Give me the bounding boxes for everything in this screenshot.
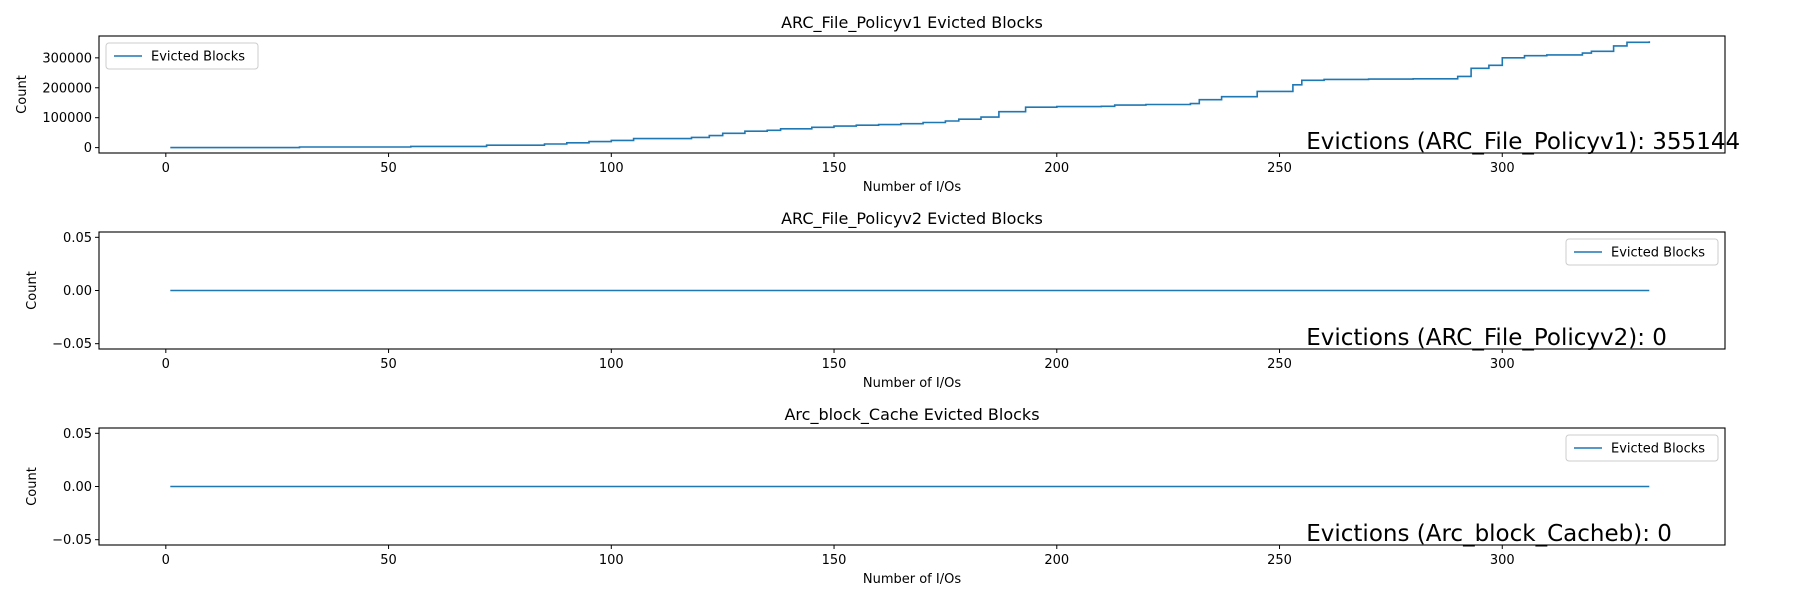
- x-tick-label: 250: [1267, 553, 1292, 568]
- eviction-count-annotation: Evictions (ARC_File_Policyv2): 0: [1306, 325, 1667, 351]
- y-axis-label: Count: [15, 75, 30, 114]
- y-tick-label: 100000: [42, 111, 92, 126]
- legend: Evicted Blocks: [105, 42, 259, 70]
- x-tick-label: 200: [1044, 161, 1069, 176]
- x-tick-label: 150: [822, 161, 847, 176]
- x-tick-label: 0: [162, 161, 170, 176]
- x-tick-label: 150: [822, 553, 847, 568]
- legend: Evicted Blocks: [1565, 238, 1719, 266]
- x-tick-label: 150: [822, 357, 847, 372]
- legend-box: [105, 42, 259, 70]
- x-axis-label: Number of I/Os: [863, 572, 961, 587]
- y-tick-label: 0: [84, 141, 92, 156]
- x-tick-label: 300: [1490, 553, 1515, 568]
- legend-label: Evicted Blocks: [151, 50, 245, 65]
- subplot-3: Arc_block_Cache Evicted Blocks 0 50 100 150 2…: [25, 405, 1726, 587]
- subplot-1: ARC_File_Policyv1 Evicted Blocks 0 50 100 15…: [15, 13, 1740, 195]
- y-tick-label: −0.05: [52, 337, 92, 352]
- x-tick-label: 100: [599, 161, 624, 176]
- x-tick-label: 200: [1044, 553, 1069, 568]
- x-tick-label: 200: [1044, 357, 1069, 372]
- eviction-count-annotation: Evictions (Arc_block_Cacheb): 0: [1306, 521, 1672, 547]
- legend-box: [1565, 434, 1719, 462]
- subplot-title: ARC_File_Policyv2 Evicted Blocks: [781, 209, 1043, 229]
- x-tick-label: 100: [599, 357, 624, 372]
- axes-frame: [98, 35, 1726, 154]
- y-axis-label: Count: [25, 271, 40, 310]
- y-tick-label: 300000: [42, 51, 92, 66]
- subplot-title: Arc_block_Cache Evicted Blocks: [784, 405, 1039, 425]
- y-tick-label: 0.00: [63, 480, 92, 495]
- y-tick-label: 0.05: [63, 231, 92, 246]
- x-tick-label: 300: [1490, 357, 1515, 372]
- subplot-2: ARC_File_Policyv2 Evicted Blocks 0 50 100 15…: [25, 209, 1726, 391]
- x-axis-label: Number of I/Os: [863, 180, 961, 195]
- x-tick-label: 300: [1490, 161, 1515, 176]
- x-tick-label: 0: [162, 357, 170, 372]
- series-line-evicted-blocks: [170, 41, 1651, 149]
- legend-box: [1565, 238, 1719, 266]
- subplot-title: ARC_File_Policyv1 Evicted Blocks: [781, 13, 1043, 33]
- x-tick-label: 100: [599, 553, 624, 568]
- x-tick-label: 250: [1267, 161, 1292, 176]
- x-tick-label: 0: [162, 553, 170, 568]
- x-tick-label: 250: [1267, 357, 1292, 372]
- legend-label: Evicted Blocks: [1611, 246, 1705, 261]
- y-tick-label: 0.00: [63, 284, 92, 299]
- y-tick-label: −0.05: [52, 533, 92, 548]
- y-axis-label: Count: [25, 467, 40, 506]
- x-tick-label: 50: [380, 357, 397, 372]
- eviction-count-annotation: Evictions (ARC_File_Policyv1): 355144: [1306, 129, 1740, 155]
- legend-label: Evicted Blocks: [1611, 442, 1705, 457]
- legend: Evicted Blocks: [1565, 434, 1719, 462]
- x-axis-label: Number of I/Os: [863, 376, 961, 391]
- x-tick-label: 50: [380, 553, 397, 568]
- y-tick-label: 200000: [42, 81, 92, 96]
- y-tick-label: 0.05: [63, 427, 92, 442]
- x-tick-label: 50: [380, 161, 397, 176]
